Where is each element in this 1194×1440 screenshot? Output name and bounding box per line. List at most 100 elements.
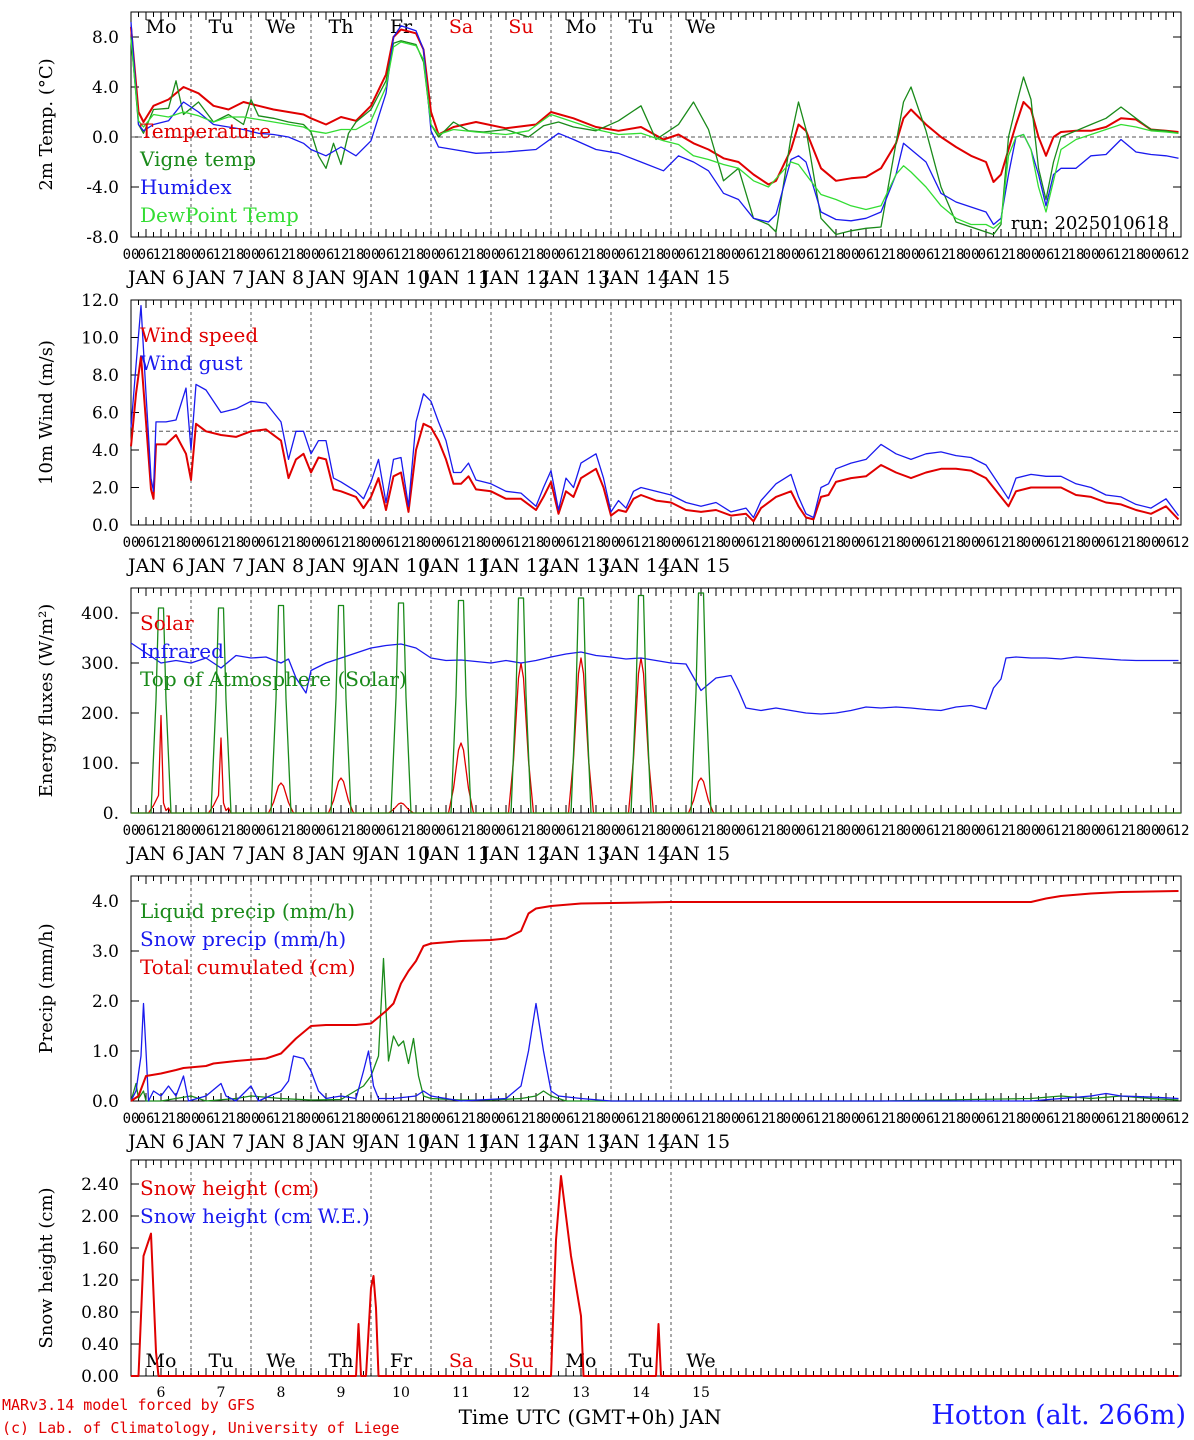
hour-tick-label: 18 <box>948 823 965 839</box>
hour-tick-label: 06 <box>1098 247 1115 263</box>
hour-tick-label: 12 <box>573 823 590 839</box>
hour-tick-label: 06 <box>918 247 935 263</box>
legend-entry: Total cumulated (cm) <box>140 955 356 979</box>
hour-tick-label: 06 <box>378 1111 395 1127</box>
date-number-label: 14 <box>632 1385 650 1401</box>
date-label: JAN 9 <box>306 1131 364 1153</box>
hour-tick-label: 18 <box>528 247 545 263</box>
hour-tick-label: 00 <box>303 535 320 551</box>
y-tick-label: 400. <box>81 604 119 624</box>
day-of-week-label: We <box>686 1350 715 1372</box>
hour-tick-label: 00 <box>963 823 980 839</box>
hour-tick-label: 00 <box>543 823 560 839</box>
hour-tick-label: 00 <box>243 1111 260 1127</box>
hour-tick-label: 00 <box>303 247 320 263</box>
y-tick-label: 2.00 <box>81 1207 119 1227</box>
hour-tick-label: 06 <box>258 1111 275 1127</box>
hour-tick-label: 00 <box>783 535 800 551</box>
y-tick-label: 3.0 <box>92 942 119 962</box>
hour-tick-label: 12 <box>453 535 470 551</box>
day-of-week-label: Tu <box>209 1350 234 1372</box>
hour-tick-label: 00 <box>123 247 140 263</box>
date-label: JAN 12 <box>480 555 550 577</box>
hour-tick-label: 06 <box>198 247 215 263</box>
y-tick-label: 12.0 <box>81 291 119 311</box>
hour-tick-label: 18 <box>828 823 845 839</box>
y-tick-label: 6.0 <box>92 404 119 424</box>
y-axis-label: Energy fluxes (W/m²) <box>36 604 57 798</box>
legend-entry: Vigne temp <box>139 147 256 171</box>
hour-tick-label: 00 <box>903 823 920 839</box>
hour-tick-label: 00 <box>423 1111 440 1127</box>
legend-entry: Infrared <box>140 639 224 663</box>
hour-tick-label: 06 <box>858 823 875 839</box>
date-label: JAN 8 <box>246 1131 304 1153</box>
hour-tick-label: 06 <box>198 1111 215 1127</box>
y-tick-label: 8.0 <box>92 28 119 48</box>
run-annotation: run: 2025010618 <box>1011 213 1169 234</box>
hour-tick-label: 12 <box>513 823 530 839</box>
hour-tick-label: 12 <box>273 535 290 551</box>
hour-tick-label: 18 <box>768 535 785 551</box>
hour-tick-label: 12 <box>993 247 1010 263</box>
date-label: JAN 8 <box>246 267 304 289</box>
hour-tick-label: 06 <box>138 247 155 263</box>
hour-tick-label: 06 <box>198 535 215 551</box>
y-tick-label: 0. <box>103 804 119 824</box>
hour-tick-label: 00 <box>1143 823 1160 839</box>
hour-tick-label: 12 <box>1053 823 1070 839</box>
hour-tick-label: 12 <box>333 535 350 551</box>
hour-tick-label: 06 <box>258 247 275 263</box>
hour-tick-label: 00 <box>663 535 680 551</box>
hour-tick-label: 06 <box>378 535 395 551</box>
hour-tick-label: 06 <box>1038 535 1055 551</box>
hour-tick-label: 12 <box>633 535 650 551</box>
hour-tick-label: 00 <box>363 823 380 839</box>
time-axis-title: Time UTC (GMT+0h) JAN <box>459 1405 722 1429</box>
hour-tick-label: 18 <box>708 1111 725 1127</box>
date-label: JAN 14 <box>600 267 670 289</box>
chart-panel-1: -8.0-4.00.04.08.02m Temp. (°C)0006121800… <box>36 11 1189 289</box>
hour-tick-label: 00 <box>363 1111 380 1127</box>
hour-tick-label: 18 <box>768 823 785 839</box>
hour-tick-label: 00 <box>843 1111 860 1127</box>
date-label: JAN 10 <box>360 843 430 865</box>
hour-tick-label: 12 <box>1053 1111 1070 1127</box>
hour-tick-label: 06 <box>498 535 515 551</box>
hour-tick-label: 12 <box>393 535 410 551</box>
date-label: JAN 7 <box>186 843 244 865</box>
y-tick-label: 300. <box>81 654 119 674</box>
y-tick-label: 1.20 <box>81 1271 119 1291</box>
hour-tick-label: 18 <box>408 823 425 839</box>
hour-tick-label: 12 <box>993 535 1010 551</box>
hour-tick-label: 00 <box>243 535 260 551</box>
hour-tick-label: 18 <box>588 1111 605 1127</box>
hour-tick-label: 18 <box>648 1111 665 1127</box>
day-of-week-label: Sa <box>449 16 473 38</box>
hour-tick-label: 12 <box>633 1111 650 1127</box>
y-tick-label: -8.0 <box>86 228 119 248</box>
hour-tick-label: 18 <box>828 1111 845 1127</box>
hour-tick-label: 18 <box>468 1111 485 1127</box>
series-line-wind-speed <box>130 355 1180 523</box>
hour-tick-label: 06 <box>918 1111 935 1127</box>
hour-tick-label: 00 <box>603 247 620 263</box>
hour-tick-label: 18 <box>648 247 665 263</box>
hour-tick-label: 18 <box>348 535 365 551</box>
hour-tick-label: 12 <box>513 535 530 551</box>
legend-entry: Wind speed <box>140 323 258 347</box>
hour-tick-label: 00 <box>1083 1111 1100 1127</box>
hour-tick-label: 12 <box>1113 1111 1130 1127</box>
hour-tick-label: 18 <box>528 535 545 551</box>
hour-tick-label: 12 <box>753 1111 770 1127</box>
date-number-label: 13 <box>572 1385 590 1401</box>
hour-tick-label: 06 <box>138 823 155 839</box>
hour-tick-label: 18 <box>468 247 485 263</box>
hour-tick-label: 18 <box>708 823 725 839</box>
hour-tick-label: 12 <box>153 535 170 551</box>
hour-tick-label: 00 <box>843 247 860 263</box>
date-label: JAN 7 <box>186 1131 244 1153</box>
y-axis-label: Precip (mm/h) <box>36 923 57 1053</box>
hour-tick-label: 06 <box>858 1111 875 1127</box>
